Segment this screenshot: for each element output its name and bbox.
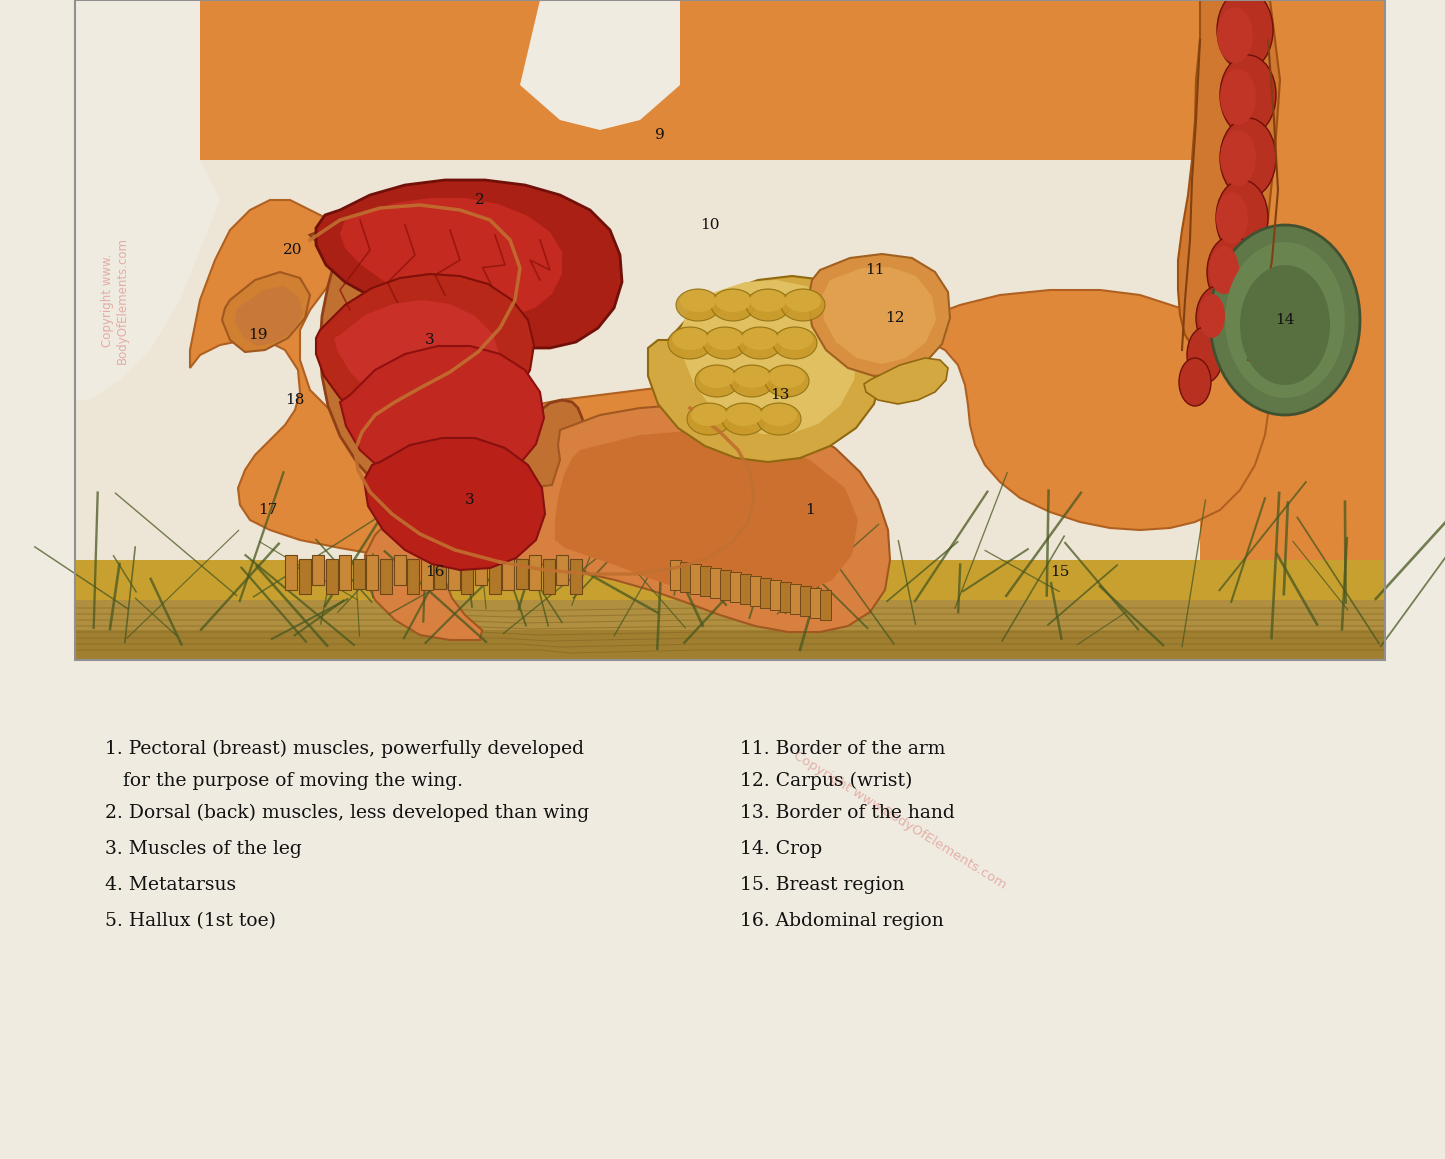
Ellipse shape xyxy=(668,327,712,359)
Polygon shape xyxy=(366,404,890,640)
Text: 2. Dorsal (back) muscles, less developed than wing: 2. Dorsal (back) muscles, less developed… xyxy=(105,804,590,822)
Polygon shape xyxy=(520,0,681,130)
Polygon shape xyxy=(801,586,811,615)
Polygon shape xyxy=(340,347,543,490)
Polygon shape xyxy=(647,276,881,462)
Text: 15: 15 xyxy=(1051,564,1069,580)
Ellipse shape xyxy=(1220,70,1256,125)
Ellipse shape xyxy=(699,366,736,388)
Ellipse shape xyxy=(757,403,801,435)
Ellipse shape xyxy=(1199,294,1225,338)
Polygon shape xyxy=(316,274,535,433)
Polygon shape xyxy=(822,267,936,364)
Polygon shape xyxy=(75,600,1384,659)
Polygon shape xyxy=(516,559,527,589)
Text: 16: 16 xyxy=(425,564,445,580)
Polygon shape xyxy=(682,280,858,433)
Polygon shape xyxy=(367,555,379,590)
Polygon shape xyxy=(790,584,801,614)
Text: 5. Hallux (1st toe): 5. Hallux (1st toe) xyxy=(105,912,276,930)
Polygon shape xyxy=(808,254,949,376)
Polygon shape xyxy=(488,559,500,595)
Polygon shape xyxy=(75,630,1384,659)
Ellipse shape xyxy=(681,290,717,312)
Ellipse shape xyxy=(773,327,816,359)
Polygon shape xyxy=(461,559,474,595)
Polygon shape xyxy=(420,555,432,590)
Polygon shape xyxy=(811,588,821,618)
Polygon shape xyxy=(325,559,338,595)
Polygon shape xyxy=(529,555,542,590)
Polygon shape xyxy=(0,0,75,659)
Text: 14. Crop: 14. Crop xyxy=(740,840,822,858)
Text: Copyright www.BodyOfElements.com: Copyright www.BodyOfElements.com xyxy=(792,749,1009,891)
Polygon shape xyxy=(709,568,721,598)
Ellipse shape xyxy=(785,290,821,312)
Ellipse shape xyxy=(676,289,720,321)
Text: 2: 2 xyxy=(475,194,486,207)
Polygon shape xyxy=(364,438,545,570)
Text: 15. Breast region: 15. Breast region xyxy=(740,876,905,894)
Text: 16. Abdominal region: 16. Abdominal region xyxy=(740,912,944,930)
Polygon shape xyxy=(312,555,324,585)
Polygon shape xyxy=(740,574,751,604)
Ellipse shape xyxy=(704,327,747,359)
Text: for the purpose of moving the wing.: for the purpose of moving the wing. xyxy=(105,772,462,790)
Ellipse shape xyxy=(750,290,786,312)
Ellipse shape xyxy=(672,328,708,350)
Polygon shape xyxy=(223,272,311,352)
Polygon shape xyxy=(316,180,621,348)
Ellipse shape xyxy=(1207,236,1257,308)
Ellipse shape xyxy=(711,289,754,321)
Polygon shape xyxy=(780,582,790,612)
Text: 12. Carpus (wrist): 12. Carpus (wrist) xyxy=(740,772,912,790)
Text: 9: 9 xyxy=(655,127,665,143)
Polygon shape xyxy=(448,555,460,590)
Ellipse shape xyxy=(730,365,775,398)
Polygon shape xyxy=(236,286,303,347)
Ellipse shape xyxy=(691,404,727,427)
Ellipse shape xyxy=(725,404,762,427)
Ellipse shape xyxy=(1217,180,1269,256)
Ellipse shape xyxy=(746,289,790,321)
Ellipse shape xyxy=(1225,242,1345,398)
Polygon shape xyxy=(569,559,582,595)
Polygon shape xyxy=(334,300,500,414)
Text: 11. Border of the arm: 11. Border of the arm xyxy=(740,739,945,758)
Polygon shape xyxy=(864,358,948,404)
Text: 1. Pectoral (breast) muscles, powerfully developed: 1. Pectoral (breast) muscles, powerfully… xyxy=(105,739,584,758)
Ellipse shape xyxy=(741,328,777,350)
Polygon shape xyxy=(353,559,364,589)
Ellipse shape xyxy=(1209,225,1360,415)
Text: 18: 18 xyxy=(285,393,305,407)
Ellipse shape xyxy=(1220,118,1276,198)
Text: 11: 11 xyxy=(866,263,884,277)
Ellipse shape xyxy=(780,289,825,321)
Polygon shape xyxy=(691,564,701,595)
Polygon shape xyxy=(750,576,762,606)
Polygon shape xyxy=(555,430,858,600)
Text: 14: 14 xyxy=(1276,313,1295,327)
Ellipse shape xyxy=(777,328,814,350)
Ellipse shape xyxy=(1220,130,1256,185)
Polygon shape xyxy=(543,559,555,595)
Polygon shape xyxy=(435,559,447,589)
Ellipse shape xyxy=(1217,0,1273,70)
Polygon shape xyxy=(503,555,514,590)
Text: 13. Border of the hand: 13. Border of the hand xyxy=(740,804,955,822)
Ellipse shape xyxy=(1220,54,1276,134)
Polygon shape xyxy=(75,0,199,320)
Ellipse shape xyxy=(738,327,782,359)
Ellipse shape xyxy=(695,365,738,398)
Text: 19: 19 xyxy=(249,328,267,342)
Polygon shape xyxy=(340,555,351,590)
Text: 1: 1 xyxy=(805,503,815,517)
Ellipse shape xyxy=(1217,192,1248,245)
Text: 3: 3 xyxy=(465,493,475,506)
Polygon shape xyxy=(720,570,731,600)
Text: 3: 3 xyxy=(425,333,435,347)
Text: 12: 12 xyxy=(886,311,905,325)
Polygon shape xyxy=(699,566,711,596)
Text: 3. Muscles of the leg: 3. Muscles of the leg xyxy=(105,840,302,858)
